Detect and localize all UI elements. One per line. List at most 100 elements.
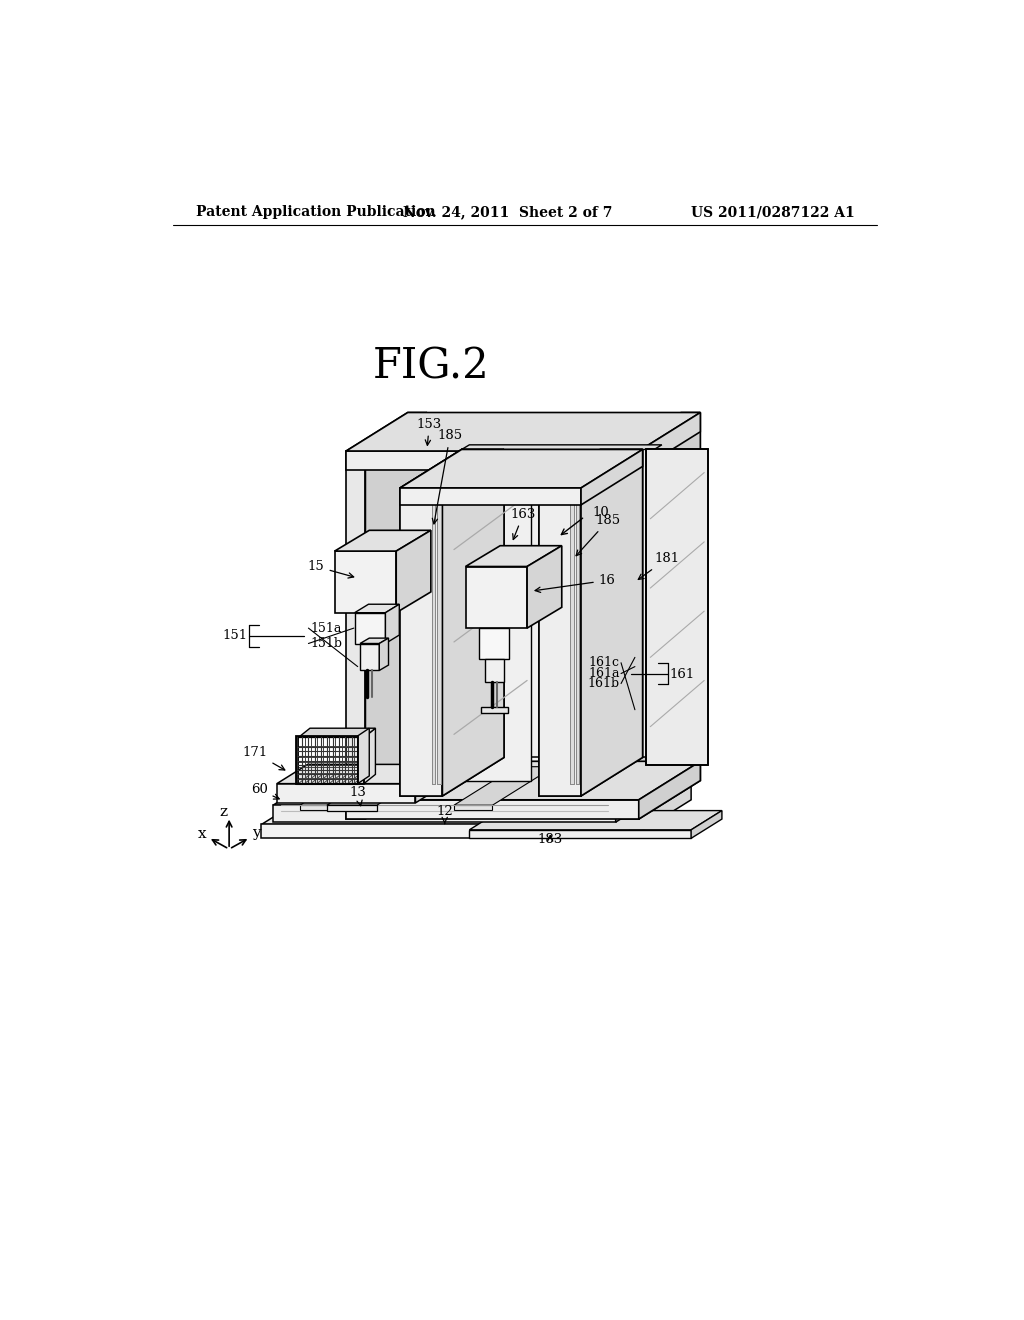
- Polygon shape: [646, 449, 708, 766]
- Text: 16: 16: [536, 574, 615, 593]
- Polygon shape: [366, 412, 427, 818]
- Text: 151b: 151b: [310, 638, 342, 649]
- Text: 60: 60: [251, 783, 280, 799]
- Polygon shape: [539, 449, 643, 488]
- Polygon shape: [360, 638, 388, 644]
- Polygon shape: [346, 451, 366, 818]
- Polygon shape: [581, 449, 643, 506]
- Polygon shape: [261, 825, 630, 838]
- Polygon shape: [385, 605, 399, 644]
- Polygon shape: [276, 764, 446, 784]
- Polygon shape: [575, 499, 580, 784]
- Polygon shape: [462, 445, 662, 449]
- Polygon shape: [437, 499, 441, 784]
- Text: FIG.2: FIG.2: [373, 346, 489, 387]
- Polygon shape: [346, 412, 427, 451]
- Text: 183: 183: [538, 833, 563, 846]
- Polygon shape: [539, 488, 581, 796]
- Polygon shape: [615, 767, 677, 822]
- Polygon shape: [466, 545, 562, 566]
- Polygon shape: [527, 545, 562, 628]
- Text: 181: 181: [638, 552, 679, 579]
- Polygon shape: [327, 795, 392, 805]
- Text: Nov. 24, 2011  Sheet 2 of 7: Nov. 24, 2011 Sheet 2 of 7: [403, 206, 612, 219]
- Polygon shape: [469, 810, 722, 830]
- Polygon shape: [400, 488, 442, 796]
- Polygon shape: [335, 552, 396, 612]
- Text: 161: 161: [670, 668, 695, 681]
- Text: 153: 153: [417, 417, 442, 445]
- Polygon shape: [396, 531, 431, 612]
- Polygon shape: [570, 499, 574, 784]
- Polygon shape: [346, 762, 700, 800]
- Polygon shape: [466, 566, 527, 628]
- Text: 171: 171: [243, 746, 285, 770]
- Polygon shape: [276, 784, 416, 803]
- Text: x: x: [198, 826, 207, 841]
- Text: 151a: 151a: [310, 622, 341, 635]
- Polygon shape: [273, 767, 677, 805]
- Polygon shape: [346, 412, 700, 451]
- Polygon shape: [481, 706, 508, 713]
- Text: 10: 10: [593, 506, 609, 519]
- Polygon shape: [469, 830, 691, 838]
- Polygon shape: [432, 499, 435, 784]
- Text: 163: 163: [511, 508, 536, 540]
- Polygon shape: [327, 805, 377, 812]
- Polygon shape: [639, 412, 700, 470]
- Polygon shape: [400, 449, 504, 488]
- Polygon shape: [400, 449, 643, 488]
- Polygon shape: [346, 451, 639, 470]
- Polygon shape: [442, 449, 504, 796]
- Polygon shape: [364, 729, 376, 784]
- Polygon shape: [484, 659, 504, 682]
- Polygon shape: [400, 488, 442, 796]
- Text: 161b: 161b: [588, 677, 620, 690]
- Polygon shape: [432, 499, 435, 784]
- Polygon shape: [581, 449, 643, 796]
- Polygon shape: [379, 638, 388, 671]
- Polygon shape: [357, 729, 370, 784]
- Text: 15: 15: [308, 560, 353, 578]
- Text: 161c: 161c: [589, 656, 620, 669]
- Polygon shape: [620, 451, 639, 818]
- Polygon shape: [575, 499, 580, 784]
- Polygon shape: [298, 729, 376, 738]
- Polygon shape: [539, 488, 581, 796]
- Polygon shape: [300, 805, 339, 810]
- Polygon shape: [639, 412, 700, 818]
- Polygon shape: [360, 644, 379, 671]
- Polygon shape: [462, 449, 654, 758]
- Polygon shape: [442, 449, 504, 796]
- Text: 161a: 161a: [588, 667, 620, 680]
- Polygon shape: [273, 805, 615, 822]
- Polygon shape: [400, 449, 504, 488]
- Polygon shape: [400, 488, 581, 506]
- Text: 151: 151: [222, 630, 248, 643]
- Polygon shape: [437, 499, 441, 784]
- Polygon shape: [335, 531, 431, 552]
- Polygon shape: [639, 762, 700, 818]
- Text: US 2011/0287122 A1: US 2011/0287122 A1: [690, 206, 854, 219]
- Text: y: y: [252, 826, 260, 840]
- Text: 185: 185: [432, 429, 463, 524]
- Text: 12: 12: [436, 805, 453, 824]
- Polygon shape: [691, 810, 722, 838]
- Text: Patent Application Publication: Patent Application Publication: [196, 206, 435, 219]
- Polygon shape: [630, 785, 691, 838]
- Text: 185: 185: [577, 513, 621, 556]
- Polygon shape: [427, 432, 700, 762]
- Polygon shape: [454, 767, 554, 805]
- Polygon shape: [454, 805, 493, 810]
- Polygon shape: [451, 503, 531, 780]
- Polygon shape: [300, 767, 400, 805]
- Polygon shape: [354, 612, 385, 644]
- Polygon shape: [416, 764, 446, 803]
- Text: z: z: [219, 805, 227, 820]
- Polygon shape: [581, 449, 643, 796]
- Polygon shape: [570, 499, 574, 784]
- Polygon shape: [261, 785, 691, 825]
- Polygon shape: [539, 449, 643, 488]
- Polygon shape: [346, 800, 639, 818]
- Polygon shape: [354, 605, 399, 612]
